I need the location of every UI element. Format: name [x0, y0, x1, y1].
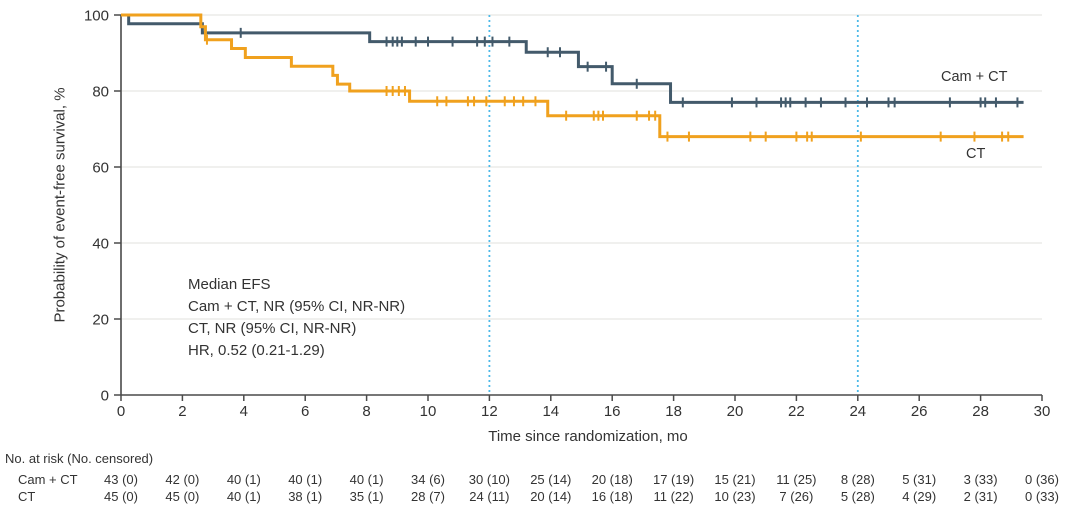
x-tick-label-0: 0: [117, 403, 125, 420]
x-tick-label-28: 28: [972, 403, 989, 420]
risk-cell-ct-26mo: 4 (29): [902, 489, 936, 504]
risk-cell-ct-16mo: 16 (18): [592, 489, 633, 504]
risk-cell-cam-ct-30mo: 0 (36): [1025, 472, 1059, 487]
x-tick-label-18: 18: [665, 403, 682, 420]
risk-row-label-cam-ct: Cam + CT: [18, 472, 78, 487]
risk-cell-ct-28mo: 2 (31): [964, 489, 998, 504]
x-tick-label-14: 14: [542, 403, 559, 420]
risk-cell-cam-ct-20mo: 15 (21): [714, 472, 755, 487]
y-tick-label-0: 0: [101, 387, 109, 404]
risk-cell-ct-6mo: 38 (1): [288, 489, 322, 504]
risk-cell-ct-12mo: 24 (11): [469, 489, 509, 504]
x-tick-label-26: 26: [911, 403, 928, 420]
y-axis-title: Probability of event-free survival, %: [51, 87, 69, 323]
risk-cell-ct-2mo: 45 (0): [165, 489, 199, 504]
annotation-line-ct: CT, NR (95% CI, NR-NR): [188, 320, 357, 337]
risk-cell-cam-ct-10mo: 34 (6): [411, 472, 445, 487]
survival-curve-cam-ct: [121, 13, 1024, 104]
risk-cell-cam-ct-0mo: 43 (0): [104, 472, 138, 487]
x-tick-label-24: 24: [849, 403, 866, 420]
risk-cell-ct-14mo: 20 (14): [530, 489, 571, 504]
risk-row-label-ct: CT: [18, 489, 36, 504]
risk-cell-ct-4mo: 40 (1): [227, 489, 261, 504]
risk-cell-cam-ct-4mo: 40 (1): [227, 472, 261, 487]
survival-curve-ct: [121, 13, 1024, 139]
risk-table-header: No. at risk (No. censored): [5, 451, 154, 466]
risk-cell-cam-ct-26mo: 5 (31): [902, 472, 936, 487]
x-tick-label-22: 22: [788, 403, 805, 420]
x-tick-label-16: 16: [604, 403, 621, 420]
y-tick-label-20: 20: [92, 311, 109, 328]
x-tick-label-20: 20: [727, 403, 744, 420]
risk-cell-ct-0mo: 45 (0): [104, 489, 138, 504]
y-tick-label-60: 60: [92, 159, 109, 176]
risk-cell-cam-ct-12mo: 30 (10): [469, 472, 510, 487]
y-tick-label-40: 40: [92, 235, 109, 252]
median-efs-annotation: Median EFS Cam + CT, NR (95% CI, NR-NR) …: [188, 274, 405, 362]
x-tick-label-2: 2: [178, 403, 186, 420]
risk-cell-cam-ct-18mo: 17 (19): [653, 472, 694, 487]
y-tick-label-100: 100: [84, 7, 109, 24]
risk-cell-ct-22mo: 7 (26): [779, 489, 813, 504]
x-tick-label-6: 6: [301, 403, 309, 420]
risk-cell-cam-ct-28mo: 3 (33): [964, 472, 998, 487]
risk-cell-ct-10mo: 28 (7): [411, 489, 445, 504]
risk-cell-cam-ct-24mo: 8 (28): [841, 472, 875, 487]
curve-label-ct: CT: [966, 146, 986, 162]
x-tick-label-10: 10: [420, 403, 437, 420]
x-tick-label-8: 8: [362, 403, 370, 420]
risk-cell-ct-30mo: 0 (33): [1025, 489, 1059, 504]
annotation-line-hr: HR, 0.52 (0.21-1.29): [188, 342, 325, 359]
x-tick-label-30: 30: [1034, 403, 1051, 420]
y-tick-label-80: 80: [92, 83, 109, 100]
annotation-line-median-efs: Median EFS: [188, 276, 271, 293]
x-tick-label-4: 4: [240, 403, 248, 420]
risk-cell-cam-ct-2mo: 42 (0): [165, 472, 199, 487]
risk-cell-ct-8mo: 35 (1): [350, 489, 384, 504]
risk-cell-cam-ct-22mo: 11 (25): [776, 472, 816, 487]
risk-cell-cam-ct-8mo: 40 (1): [350, 472, 384, 487]
curve-label-cam-ct: Cam + CT: [941, 69, 1008, 85]
risk-cell-cam-ct-6mo: 40 (1): [288, 472, 322, 487]
x-axis-title: Time since randomization, mo: [488, 428, 688, 445]
risk-cell-ct-18mo: 11 (22): [653, 489, 693, 504]
annotation-line-cam-ct: Cam + CT, NR (95% CI, NR-NR): [188, 298, 406, 315]
risk-cell-cam-ct-14mo: 25 (14): [530, 472, 571, 487]
risk-cell-ct-20mo: 10 (23): [714, 489, 755, 504]
risk-cell-ct-24mo: 5 (28): [841, 489, 875, 504]
x-tick-label-12: 12: [481, 403, 498, 420]
risk-cell-cam-ct-16mo: 20 (18): [592, 472, 633, 487]
